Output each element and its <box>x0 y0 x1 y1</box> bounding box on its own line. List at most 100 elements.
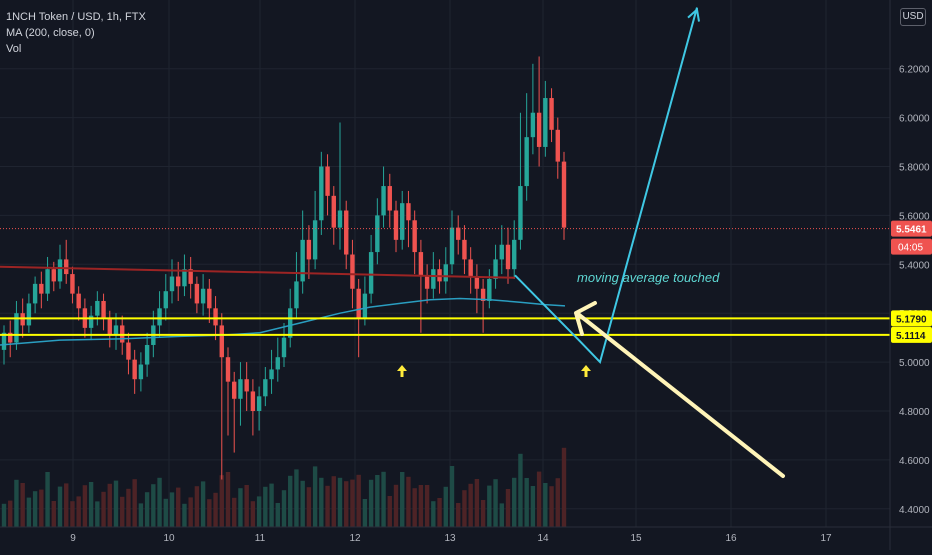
volume-bar <box>88 482 94 527</box>
volume-bar <box>1 503 7 527</box>
volume-bar <box>344 481 349 527</box>
candle-body <box>45 269 50 294</box>
ma-200-line <box>0 297 566 346</box>
candle-body <box>424 276 430 289</box>
volume-bar <box>95 501 100 527</box>
candle-body <box>549 98 554 130</box>
candle-body <box>306 239 312 260</box>
currency-button[interactable]: USD <box>900 8 926 26</box>
candle-body <box>8 332 13 343</box>
candle-body <box>530 112 536 138</box>
volume-bar <box>157 477 162 527</box>
candle-body <box>194 283 200 304</box>
volume-bar <box>213 492 218 527</box>
y-tick-label: 5.0000 <box>899 358 930 369</box>
volume-bar <box>393 484 399 527</box>
volume-bar <box>462 490 467 527</box>
candle-body <box>269 369 274 380</box>
candle-body <box>400 203 405 240</box>
volume-bar <box>26 497 32 527</box>
candle-body <box>443 264 448 282</box>
volume-bar <box>126 488 131 527</box>
volume-bar <box>437 498 442 527</box>
volume-bar <box>207 499 212 527</box>
y-tick-label: 5.6000 <box>899 211 930 222</box>
x-tick-label: 14 <box>537 533 549 544</box>
candle-body <box>524 137 529 187</box>
volume-bar <box>8 500 13 527</box>
candle-body <box>561 161 567 228</box>
volume-bar <box>381 471 386 527</box>
candle-body <box>207 288 212 309</box>
volume-bar <box>443 486 448 527</box>
candle-body <box>14 313 19 343</box>
symbol-title[interactable]: 1NCH Token / USD, 1h, FTX <box>6 11 146 23</box>
volume-bar <box>480 500 486 527</box>
volume-bar <box>244 485 249 527</box>
volume-bar <box>319 477 324 527</box>
volume-bar <box>312 466 318 527</box>
candle-body <box>26 303 32 326</box>
candle-body <box>337 210 343 228</box>
candle-body <box>250 391 256 411</box>
y-tick-label: 5.8000 <box>899 163 930 174</box>
x-tick-label: 11 <box>255 533 266 544</box>
countdown-bg <box>891 238 932 255</box>
volume-bar <box>536 471 542 527</box>
ma-indicator-label[interactable]: MA (200, close, 0) <box>6 27 95 39</box>
volume-bar <box>543 483 548 527</box>
volume-bar <box>225 472 231 527</box>
last-price-tag: 5.5461 <box>896 225 927 236</box>
volume-bar <box>375 475 380 527</box>
candle-body <box>200 288 206 304</box>
candle-body <box>449 227 455 265</box>
candle-body <box>493 259 498 279</box>
candle-body <box>406 203 411 221</box>
x-tick-label: 16 <box>725 533 737 544</box>
x-tick-label: 9 <box>70 533 76 544</box>
candle-body <box>300 239 305 282</box>
y-tick-label: 5.4000 <box>899 260 930 271</box>
candle-body <box>39 283 44 294</box>
candle-body <box>144 344 150 365</box>
volume-bar <box>238 488 243 527</box>
volume-bars <box>1 447 567 527</box>
volume-bar <box>182 503 187 527</box>
volume-bar <box>219 475 224 527</box>
candle-body <box>113 325 119 336</box>
candle-body <box>32 283 38 304</box>
volume-label[interactable]: Vol <box>6 43 22 55</box>
volume-bar <box>263 486 268 527</box>
candle-body <box>412 220 417 253</box>
candle-body <box>95 300 100 316</box>
candle-body <box>263 379 268 397</box>
volume-bar <box>493 479 498 527</box>
candle-body <box>132 359 137 380</box>
overlay-lines <box>0 228 890 346</box>
x-tick-label: 15 <box>630 533 642 544</box>
candle-body <box>456 227 461 240</box>
up-arrow-marker-stem <box>400 370 404 377</box>
candle-body <box>219 325 224 358</box>
level-tag-2: 5.1114 <box>896 331 926 342</box>
candle-body <box>281 337 287 358</box>
volume-bar <box>70 501 75 527</box>
candle-body <box>387 186 392 211</box>
candle-body <box>176 276 181 287</box>
candle-body <box>51 269 56 282</box>
pointer-arrow-head <box>574 301 597 336</box>
volume-bar <box>144 492 150 527</box>
candle-body <box>70 274 75 294</box>
candle-body <box>331 195 336 228</box>
volume-bar <box>487 485 492 527</box>
volume-bar <box>337 477 343 527</box>
drawings[interactable]: moving average touched <box>397 7 785 478</box>
candle-body <box>126 342 131 360</box>
volume-bar <box>418 485 424 527</box>
volume-bar <box>82 485 88 527</box>
volume-bar <box>387 496 392 527</box>
volume-bar <box>57 486 63 527</box>
candle-body <box>474 276 480 289</box>
